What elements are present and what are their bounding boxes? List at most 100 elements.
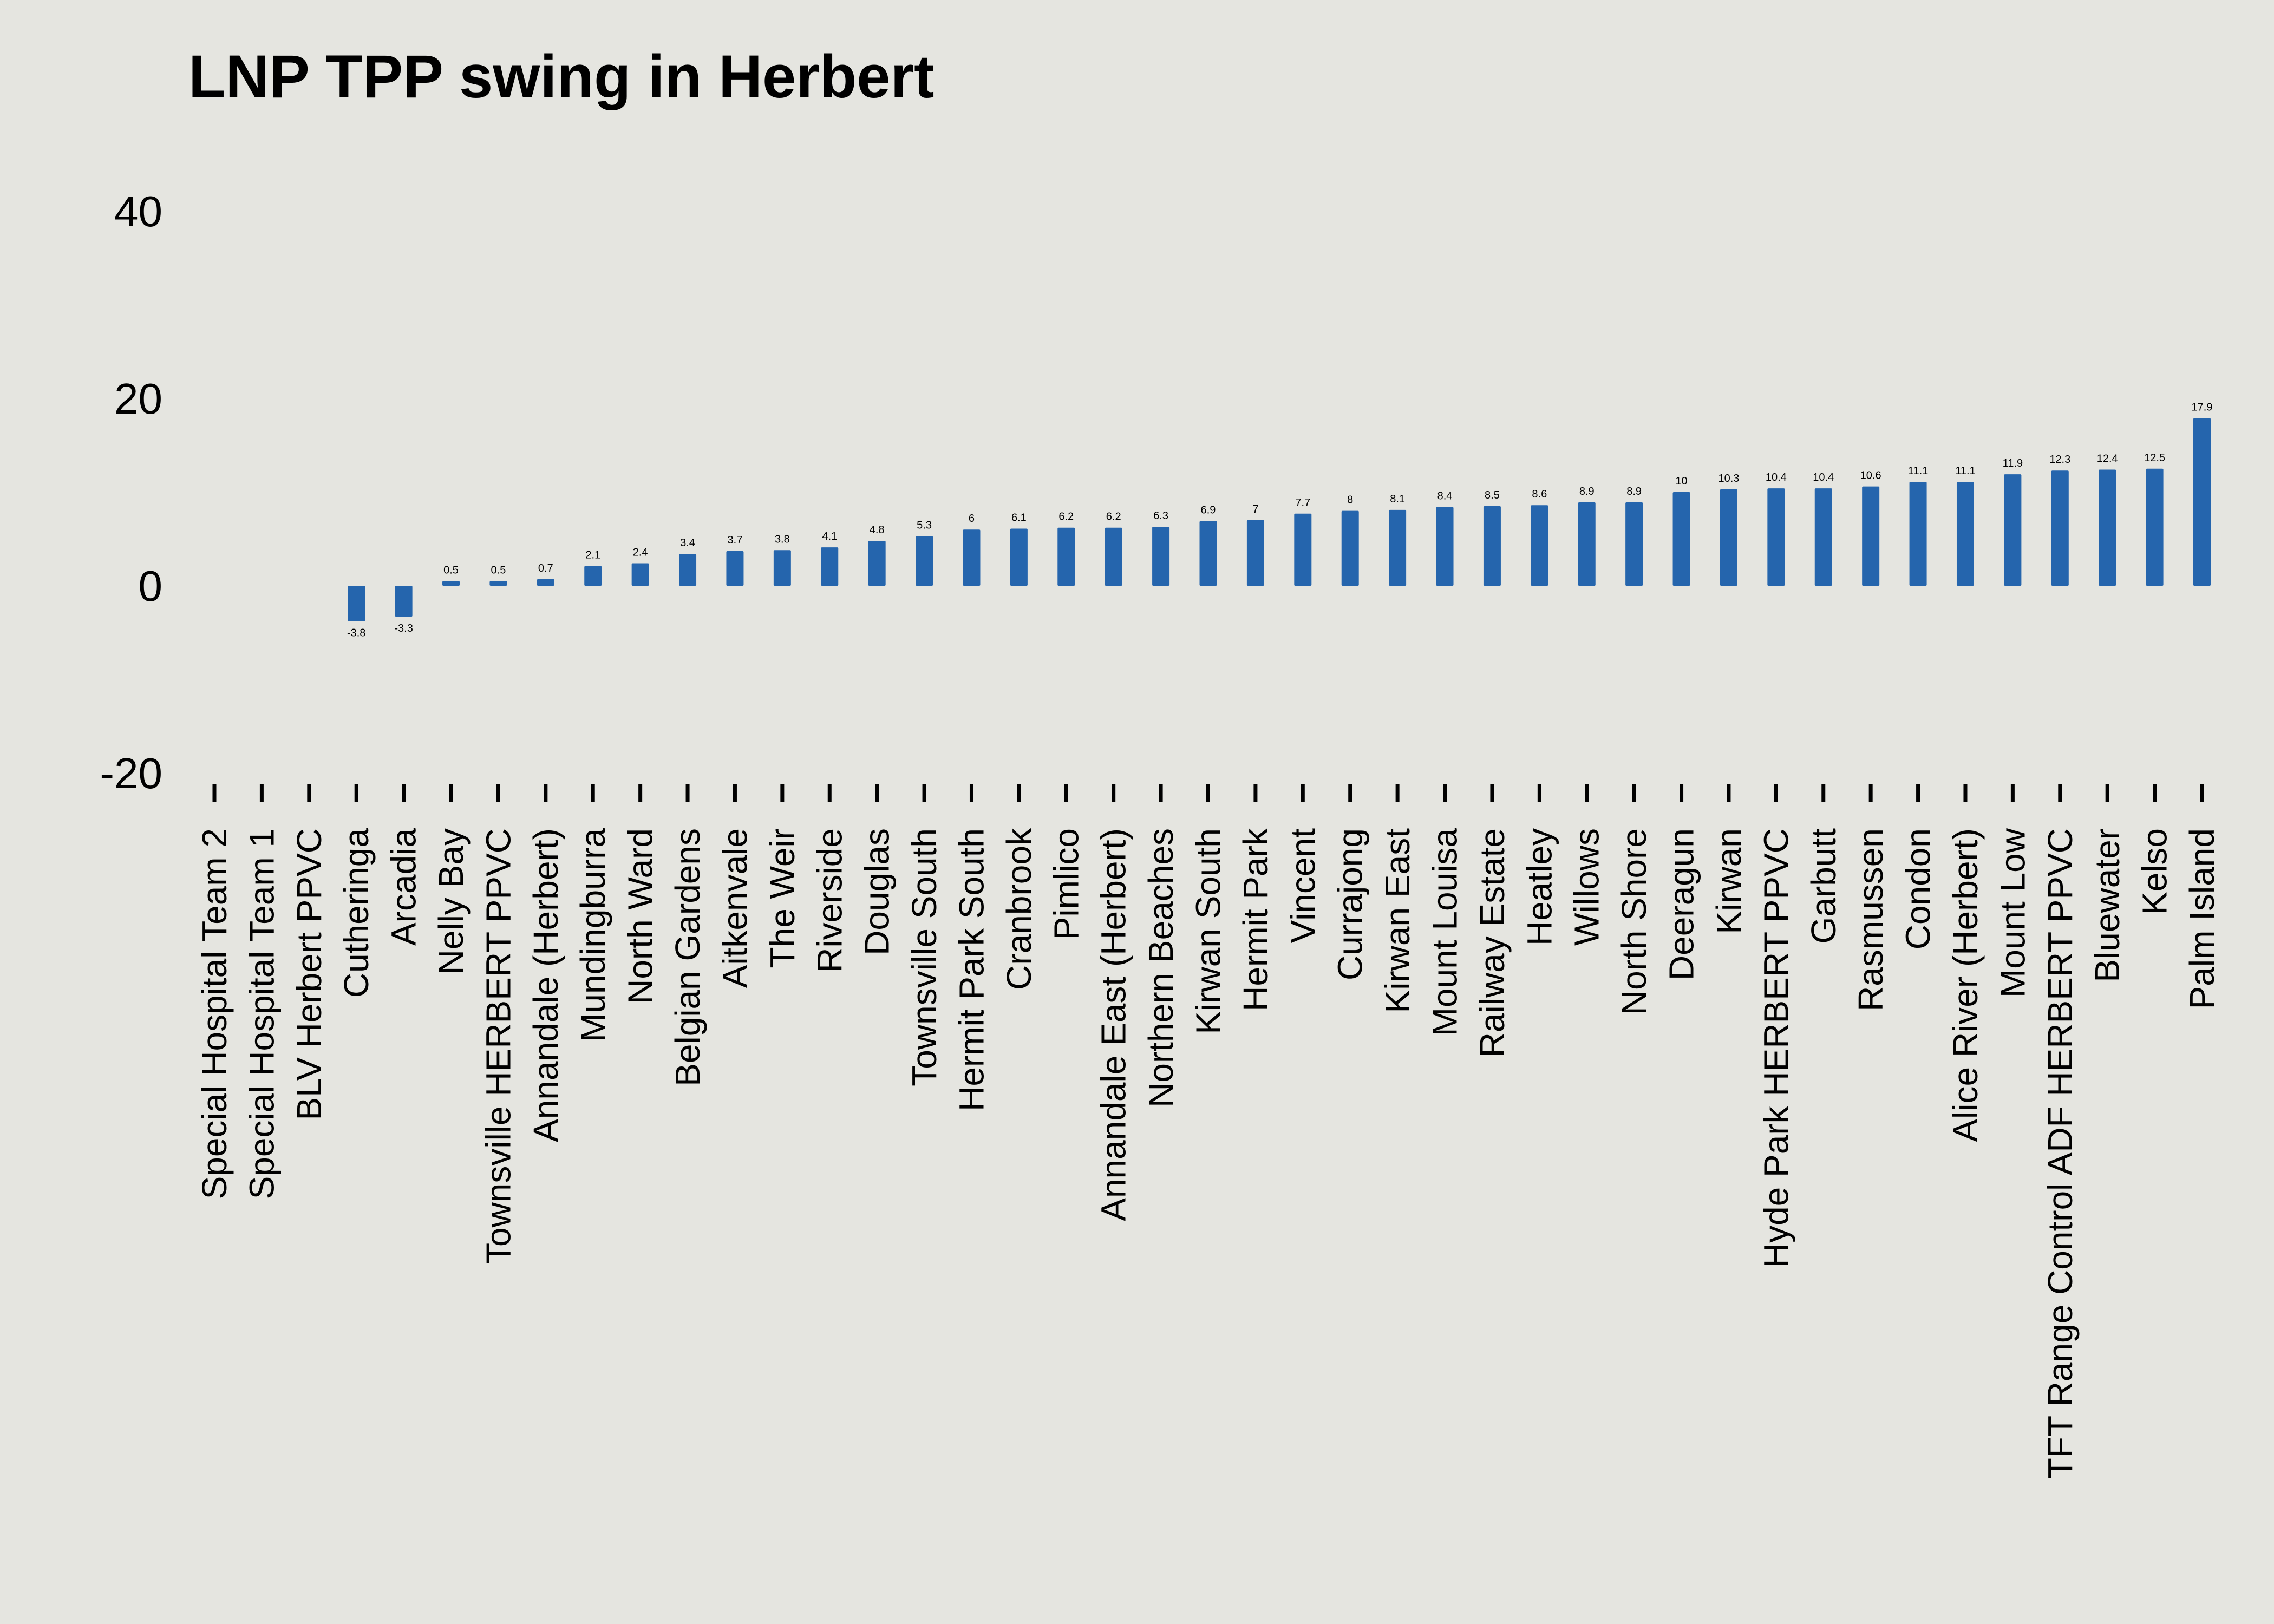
data-label: 8.5 bbox=[1485, 489, 1500, 501]
data-labels: -3.8 -3.3 0.5 0.5 0.7 2.1 2.4 3.4 3.7 3.8 4.1 4.8 5.… bbox=[347, 401, 2212, 639]
x-tick-label: Aitkenvale bbox=[715, 828, 754, 988]
y-tick-label: 40 bbox=[114, 187, 162, 235]
bar bbox=[1909, 481, 1927, 586]
data-label: 3.4 bbox=[680, 537, 695, 549]
data-label: 0.7 bbox=[538, 562, 553, 574]
bar bbox=[1389, 509, 1407, 586]
data-label: 7.7 bbox=[1295, 497, 1310, 509]
data-label: 11.9 bbox=[2003, 457, 2023, 469]
x-tick-label: Garbutt bbox=[1804, 828, 1843, 944]
data-label: 4.1 bbox=[822, 531, 837, 542]
x-tick-label: Nelly Bay bbox=[432, 828, 471, 974]
x-tick-label: Deeragun bbox=[1662, 828, 1701, 980]
data-label: 0.5 bbox=[443, 564, 459, 576]
data-label: 2.1 bbox=[585, 549, 600, 561]
bar bbox=[537, 579, 554, 586]
x-tick-label: The Weir bbox=[763, 828, 802, 968]
x-tick-label: Townsville HERBERT PPVC bbox=[479, 828, 518, 1264]
data-label: 10.6 bbox=[1860, 470, 1881, 482]
x-tick-label: Hermit Park South bbox=[952, 828, 991, 1111]
bar bbox=[1057, 527, 1075, 586]
bar bbox=[1199, 521, 1217, 586]
y-tick-label: 0 bbox=[139, 562, 163, 610]
data-label: 6 bbox=[969, 513, 975, 525]
x-tick-label: Hyde Park HERBERT PPVC bbox=[1756, 828, 1795, 1268]
x-tick-label: Kirwan South bbox=[1189, 828, 1228, 1034]
data-label: 8.9 bbox=[1626, 486, 1642, 497]
x-tick-label: Arcadia bbox=[384, 828, 423, 946]
bar bbox=[1341, 510, 1359, 586]
bar bbox=[916, 536, 933, 586]
bar bbox=[821, 547, 839, 586]
x-tick-label: Annandale (Herbert) bbox=[526, 828, 565, 1142]
x-tick-label: Willows bbox=[1567, 828, 1606, 946]
bar bbox=[2004, 474, 2022, 586]
bar bbox=[868, 540, 886, 586]
bar bbox=[1010, 528, 1028, 586]
x-tick-label: Pimlico bbox=[1047, 828, 1086, 940]
data-label: 12.5 bbox=[2144, 452, 2165, 464]
bar bbox=[489, 581, 507, 586]
data-label: 3.7 bbox=[728, 534, 743, 546]
data-label: 11.1 bbox=[1908, 465, 1928, 477]
data-label: 6.3 bbox=[1153, 510, 1168, 522]
data-label: 8.4 bbox=[1437, 490, 1453, 502]
data-label: 5.3 bbox=[917, 519, 932, 531]
bar bbox=[1246, 520, 1264, 586]
data-label: 6.1 bbox=[1011, 512, 1027, 523]
bar bbox=[2099, 469, 2116, 586]
x-tick-label: Railway Estate bbox=[1473, 828, 1512, 1057]
bar bbox=[679, 554, 697, 586]
data-label: 8.9 bbox=[1579, 486, 1595, 497]
data-label: 8.6 bbox=[1532, 488, 1547, 500]
x-tick-label: Special Hospital Team 2 bbox=[195, 828, 234, 1199]
data-label: 4.8 bbox=[870, 524, 885, 536]
x-tick-label: Riverside bbox=[810, 828, 849, 973]
bar bbox=[1531, 505, 1548, 586]
bar bbox=[2193, 418, 2211, 586]
bar bbox=[442, 581, 460, 586]
x-tick-label: Mundingburra bbox=[573, 828, 612, 1042]
x-axis: Special Hospital Team 2 Special Hospital … bbox=[195, 784, 2221, 1479]
data-label: 6.2 bbox=[1058, 511, 1074, 523]
x-tick-label: Condon bbox=[1899, 828, 1938, 949]
y-tick-label: 20 bbox=[114, 375, 162, 423]
bar bbox=[1152, 527, 1170, 586]
bar bbox=[1105, 527, 1122, 586]
bar bbox=[2146, 468, 2164, 586]
data-label: 17.9 bbox=[2192, 401, 2213, 413]
data-label: 8 bbox=[1347, 494, 1353, 506]
x-tick-label: Vincent bbox=[1283, 828, 1322, 944]
x-tick-label: Cutheringa bbox=[337, 828, 376, 998]
bar bbox=[1436, 507, 1454, 586]
x-tick-label: Rasmussen bbox=[1851, 828, 1890, 1011]
data-label: 10.4 bbox=[1813, 472, 1834, 483]
data-label: -3.8 bbox=[347, 627, 365, 639]
bar bbox=[1767, 488, 1785, 586]
bar bbox=[1956, 481, 1974, 586]
y-axis: 40 20 0 -20 bbox=[100, 187, 162, 797]
data-label: 12.4 bbox=[2097, 453, 2118, 464]
data-label: -3.3 bbox=[394, 623, 413, 634]
bar bbox=[773, 550, 791, 586]
x-tick-label: Alice River (Herbert) bbox=[1946, 828, 1985, 1142]
x-tick-label: Special Hospital Team 1 bbox=[242, 828, 281, 1199]
x-tick-label: Mount Louisa bbox=[1426, 828, 1465, 1037]
x-tick-label: Kirwan bbox=[1709, 828, 1748, 934]
bar bbox=[1578, 502, 1596, 586]
bar bbox=[726, 551, 744, 586]
data-label: 3.8 bbox=[775, 533, 790, 545]
x-tick-label: Douglas bbox=[858, 828, 897, 955]
bar bbox=[1625, 502, 1643, 586]
chart-title: LNP TPP swing in Herbert bbox=[188, 43, 934, 110]
bar bbox=[348, 586, 365, 621]
bar bbox=[584, 566, 602, 586]
x-tick-label: North Ward bbox=[621, 828, 660, 1004]
x-tick-label: Hermit Park bbox=[1236, 828, 1275, 1011]
bar bbox=[1720, 489, 1737, 586]
y-tick-label: -20 bbox=[100, 749, 162, 797]
data-label: 11.1 bbox=[1955, 465, 1975, 477]
data-label: 0.5 bbox=[491, 564, 506, 576]
bar bbox=[1294, 513, 1312, 586]
